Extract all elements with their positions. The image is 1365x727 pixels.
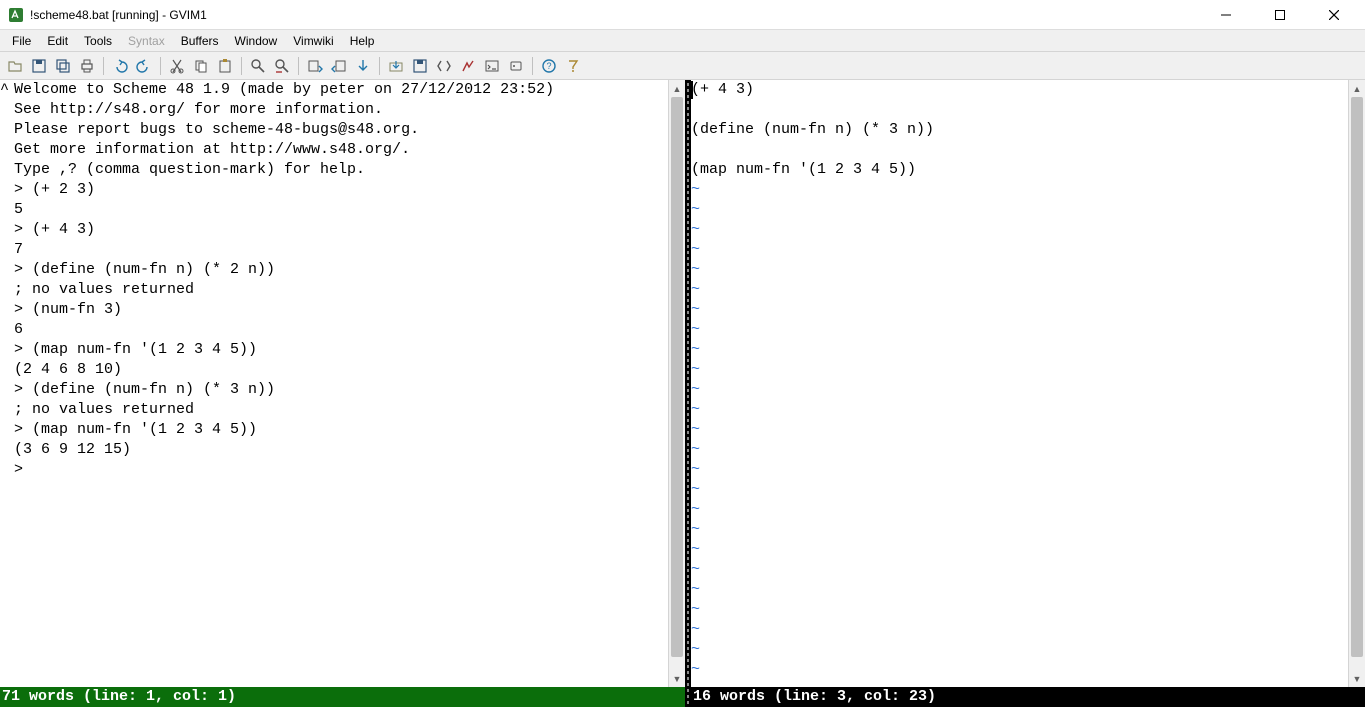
right-text[interactable]: (+ 4 3) (define (num-fn n) (* 3 n)) (map… bbox=[691, 80, 1348, 687]
print-icon[interactable] bbox=[76, 55, 98, 77]
toolbar-separator bbox=[241, 57, 242, 75]
right-buffer[interactable]: (+ 4 3) (define (num-fn n) (* 3 n)) (map… bbox=[691, 80, 1365, 687]
close-button[interactable] bbox=[1311, 0, 1357, 30]
svg-text:?: ? bbox=[546, 61, 551, 71]
toolbar-separator bbox=[379, 57, 380, 75]
titlebar: !scheme48.bat [running] - GVIM1 bbox=[0, 0, 1365, 30]
window-title: !scheme48.bat [running] - GVIM1 bbox=[30, 8, 207, 22]
replace-icon[interactable] bbox=[271, 55, 293, 77]
undo-icon[interactable] bbox=[109, 55, 131, 77]
make-icon[interactable] bbox=[457, 55, 479, 77]
left-pane: Welcome to Scheme 48 1.9 (made by peter … bbox=[0, 80, 685, 707]
session-save-icon[interactable] bbox=[409, 55, 431, 77]
scroll-down-icon[interactable]: ▼ bbox=[669, 670, 685, 687]
left-scrollbar[interactable]: ▲ ▼ bbox=[668, 80, 685, 687]
toolbar-separator bbox=[532, 57, 533, 75]
session-load-icon[interactable] bbox=[385, 55, 407, 77]
menu-file[interactable]: File bbox=[4, 32, 39, 50]
left-gutter bbox=[0, 80, 14, 687]
menu-help[interactable]: Help bbox=[342, 32, 383, 50]
minimize-button[interactable] bbox=[1203, 0, 1249, 30]
paste-icon[interactable] bbox=[214, 55, 236, 77]
saveall-icon[interactable] bbox=[52, 55, 74, 77]
right-pane: (+ 4 3) (define (num-fn n) (* 3 n)) (map… bbox=[691, 80, 1365, 707]
cut-icon[interactable] bbox=[166, 55, 188, 77]
open-icon[interactable] bbox=[4, 55, 26, 77]
left-buffer[interactable]: Welcome to Scheme 48 1.9 (made by peter … bbox=[0, 80, 685, 687]
scroll-down-icon[interactable]: ▼ bbox=[1349, 670, 1365, 687]
scroll-up-icon[interactable]: ▲ bbox=[669, 80, 685, 97]
toolbar-separator bbox=[298, 57, 299, 75]
save-icon[interactable] bbox=[28, 55, 50, 77]
left-scroll-thumb[interactable] bbox=[671, 97, 683, 657]
shell-icon[interactable] bbox=[481, 55, 503, 77]
toolbar: ? bbox=[0, 52, 1365, 80]
menubar: FileEditToolsSyntaxBuffersWindowVimwikiH… bbox=[0, 30, 1365, 52]
left-text[interactable]: Welcome to Scheme 48 1.9 (made by peter … bbox=[14, 80, 668, 687]
jump-icon[interactable] bbox=[352, 55, 374, 77]
app-icon bbox=[8, 7, 24, 23]
command-line[interactable] bbox=[0, 707, 1365, 727]
copy-icon[interactable] bbox=[190, 55, 212, 77]
script-icon[interactable] bbox=[433, 55, 455, 77]
menu-syntax: Syntax bbox=[120, 32, 173, 50]
tags-icon[interactable] bbox=[505, 55, 527, 77]
menu-vimwiki[interactable]: Vimwiki bbox=[285, 32, 341, 50]
menu-window[interactable]: Window bbox=[227, 32, 286, 50]
findnext-icon[interactable] bbox=[304, 55, 326, 77]
menu-buffers[interactable]: Buffers bbox=[173, 32, 227, 50]
right-statusbar: 16 words (line: 3, col: 23) bbox=[691, 687, 1365, 707]
menu-tools[interactable]: Tools bbox=[76, 32, 120, 50]
findprev-icon[interactable] bbox=[328, 55, 350, 77]
toolbar-separator bbox=[103, 57, 104, 75]
text-cursor bbox=[691, 81, 693, 99]
whatsthis-icon[interactable] bbox=[562, 55, 584, 77]
toolbar-separator bbox=[160, 57, 161, 75]
maximize-button[interactable] bbox=[1257, 0, 1303, 30]
menu-edit[interactable]: Edit bbox=[39, 32, 76, 50]
redo-icon[interactable] bbox=[133, 55, 155, 77]
window-controls bbox=[1203, 0, 1357, 30]
editor-area: Welcome to Scheme 48 1.9 (made by peter … bbox=[0, 80, 1365, 707]
find-icon[interactable] bbox=[247, 55, 269, 77]
help-icon[interactable]: ? bbox=[538, 55, 560, 77]
scroll-up-icon[interactable]: ▲ bbox=[1349, 80, 1365, 97]
right-scrollbar[interactable]: ▲ ▼ bbox=[1348, 80, 1365, 687]
left-statusbar: 71 words (line: 1, col: 1) bbox=[0, 687, 685, 707]
right-scroll-thumb[interactable] bbox=[1351, 97, 1363, 657]
